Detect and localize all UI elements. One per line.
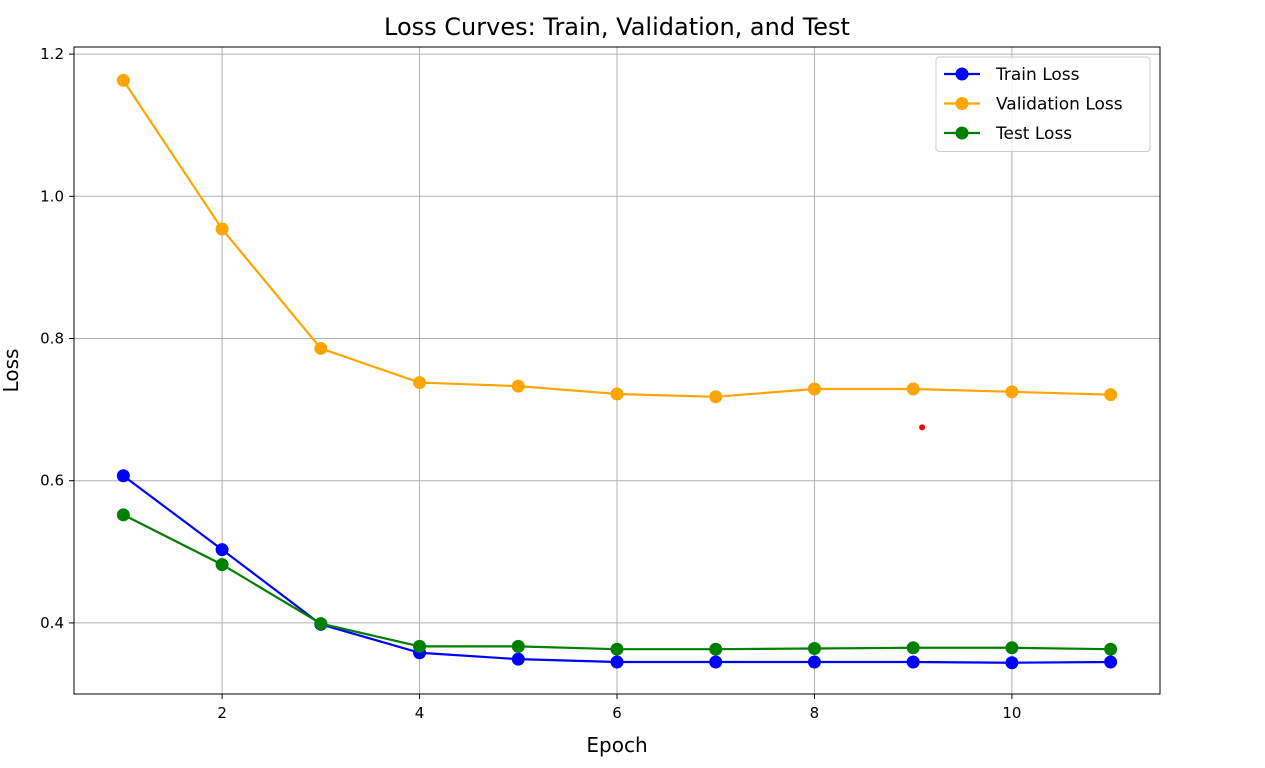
x-axis-label: Epoch <box>586 733 647 757</box>
x-tick-label: 8 <box>810 704 820 722</box>
x-tick-label: 6 <box>612 704 622 722</box>
data-point <box>610 387 624 401</box>
data-point <box>314 617 328 631</box>
data-point <box>906 655 920 669</box>
chart-title: Loss Curves: Train, Validation, and Test <box>384 13 850 41</box>
y-tick-label: 1.2 <box>40 45 64 63</box>
y-axis-label: Loss <box>0 349 23 393</box>
legend-swatch-marker <box>955 126 969 140</box>
series-layer <box>116 73 1118 670</box>
data-point <box>1104 655 1118 669</box>
x-tick-label: 2 <box>217 704 227 722</box>
data-point <box>709 390 723 404</box>
legend-label: Test Loss <box>995 124 1072 144</box>
y-tick-label: 0.4 <box>40 614 64 632</box>
data-point <box>511 652 525 666</box>
data-point <box>807 641 821 655</box>
data-point <box>906 382 920 396</box>
legend-label: Train Loss <box>995 65 1080 85</box>
data-point <box>511 379 525 393</box>
legend-swatch-marker <box>955 67 969 81</box>
y-tick-label: 0.6 <box>40 472 64 490</box>
data-point <box>610 655 624 669</box>
data-point <box>1005 385 1019 399</box>
legend-label: Validation Loss <box>996 95 1123 115</box>
data-point <box>116 73 130 87</box>
data-point <box>1005 656 1019 670</box>
legend: Train Loss Validation Loss Test Loss <box>935 56 1151 152</box>
data-point <box>413 639 427 653</box>
data-point <box>215 543 229 557</box>
annotation-marker <box>919 424 926 431</box>
data-point <box>1104 642 1118 656</box>
data-point <box>709 655 723 669</box>
data-point <box>413 376 427 390</box>
grid <box>74 47 1160 694</box>
data-point <box>807 655 821 669</box>
data-point <box>116 469 130 483</box>
data-point <box>215 222 229 236</box>
data-point <box>1005 641 1019 655</box>
x-tick-label: 10 <box>1002 704 1021 722</box>
legend-swatch-marker <box>955 97 969 110</box>
data-point <box>511 639 525 653</box>
y-tick-label: 1.0 <box>40 187 64 205</box>
data-point <box>1104 388 1118 402</box>
data-point <box>807 382 821 396</box>
data-point <box>116 508 130 522</box>
data-point <box>709 642 723 656</box>
ticks: 2 4 6 8 10 0.4 0.6 0.8 1.0 1.2 <box>40 45 1021 722</box>
legend-box <box>935 56 1151 152</box>
x-tick-label: 4 <box>415 704 425 722</box>
data-point <box>610 642 624 656</box>
data-point <box>215 558 229 572</box>
y-tick-label: 0.8 <box>40 330 64 348</box>
data-point <box>314 341 328 355</box>
data-point <box>906 641 920 655</box>
